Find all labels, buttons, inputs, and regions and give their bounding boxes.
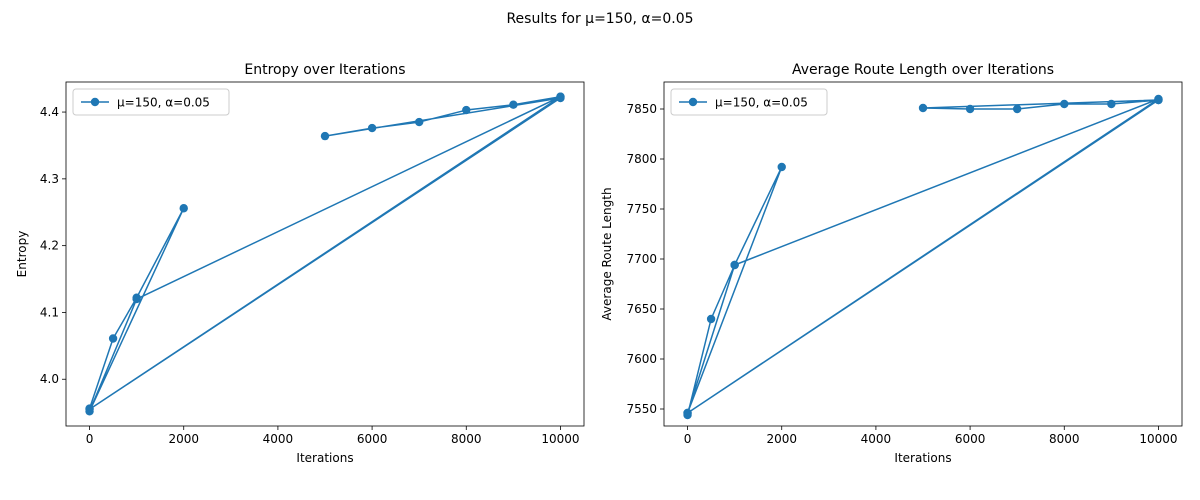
x-tick-label: 8000	[451, 432, 482, 446]
legend-label: μ=150, α=0.05	[715, 96, 808, 110]
y-axis-label: Average Route Length	[600, 187, 614, 320]
data-point	[683, 408, 692, 418]
x-tick-label: 2000	[766, 432, 797, 446]
x-tick-label: 10000	[1139, 432, 1177, 446]
data-point	[108, 334, 118, 343]
x-tick-label: 4000	[263, 432, 294, 446]
data-point	[462, 105, 471, 115]
y-tick-label: 7750	[626, 202, 657, 216]
y-axis-label: Entropy	[15, 231, 29, 278]
y-tick-label: 7650	[626, 302, 657, 316]
data-point	[85, 405, 94, 414]
data-point	[1012, 104, 1022, 114]
data-point	[777, 162, 786, 172]
x-tick-label: 2000	[168, 432, 199, 446]
data-point	[730, 260, 739, 270]
legend-box	[670, 88, 828, 116]
data-point	[414, 117, 424, 127]
chart-route-length: Average Route Length over Iterations 0 200…	[600, 62, 1183, 465]
chart-title: Average Route Length over Iterations	[792, 62, 1054, 78]
chart-title: Entropy over Iterations	[244, 62, 405, 78]
data-point	[509, 100, 518, 109]
axes-frame	[663, 81, 1183, 427]
y-tick-label: 7550	[626, 402, 657, 416]
x-tick-label: 0	[86, 432, 94, 446]
axes-frame	[65, 81, 585, 427]
x-axis-label: Iterations	[894, 451, 951, 465]
x-tick-label: 0	[684, 432, 692, 446]
y-tick-label: 4.0	[40, 372, 59, 386]
x-axis-label: Iterations	[296, 451, 353, 465]
data-point	[706, 314, 716, 324]
series-line	[686, 98, 1160, 416]
data-point	[1060, 99, 1069, 109]
y-tick-label: 7600	[626, 352, 657, 366]
x-tick-label: 10000	[541, 432, 579, 446]
y-tick-label: 4.3	[40, 172, 59, 186]
legend: μ=150, α=0.05	[72, 88, 230, 116]
figure-suptitle: Results for μ=150, α=0.05	[506, 11, 693, 27]
data-point	[132, 294, 141, 304]
data-point	[1107, 99, 1116, 109]
y-tick-label: 7850	[626, 102, 657, 116]
data-point	[1154, 95, 1163, 105]
y-tick-label: 7700	[626, 252, 657, 266]
data-point	[965, 104, 975, 114]
data-point	[918, 103, 928, 113]
legend-marker	[90, 97, 100, 107]
legend-label: μ=150, α=0.05	[117, 96, 210, 110]
legend-box	[72, 88, 230, 116]
y-tick-label: 4.1	[40, 305, 59, 319]
y-tick-label: 7800	[626, 152, 657, 166]
data-point	[179, 204, 188, 213]
x-tick-label: 8000	[1049, 432, 1080, 446]
x-tick-label: 6000	[955, 432, 986, 446]
chart-entropy: Entropy over Iterations 0 2000 4000 6000 8000…	[15, 62, 585, 465]
y-tick-label: 4.4	[40, 105, 59, 119]
x-tick-label: 6000	[357, 432, 388, 446]
y-tick-label: 4.2	[40, 239, 59, 253]
data-point	[320, 131, 330, 141]
x-tick-label: 4000	[861, 432, 892, 446]
data-point	[367, 123, 377, 133]
data-point	[556, 92, 565, 101]
legend: μ=150, α=0.05	[670, 88, 828, 116]
series-line	[88, 95, 562, 413]
legend-marker	[688, 97, 698, 107]
